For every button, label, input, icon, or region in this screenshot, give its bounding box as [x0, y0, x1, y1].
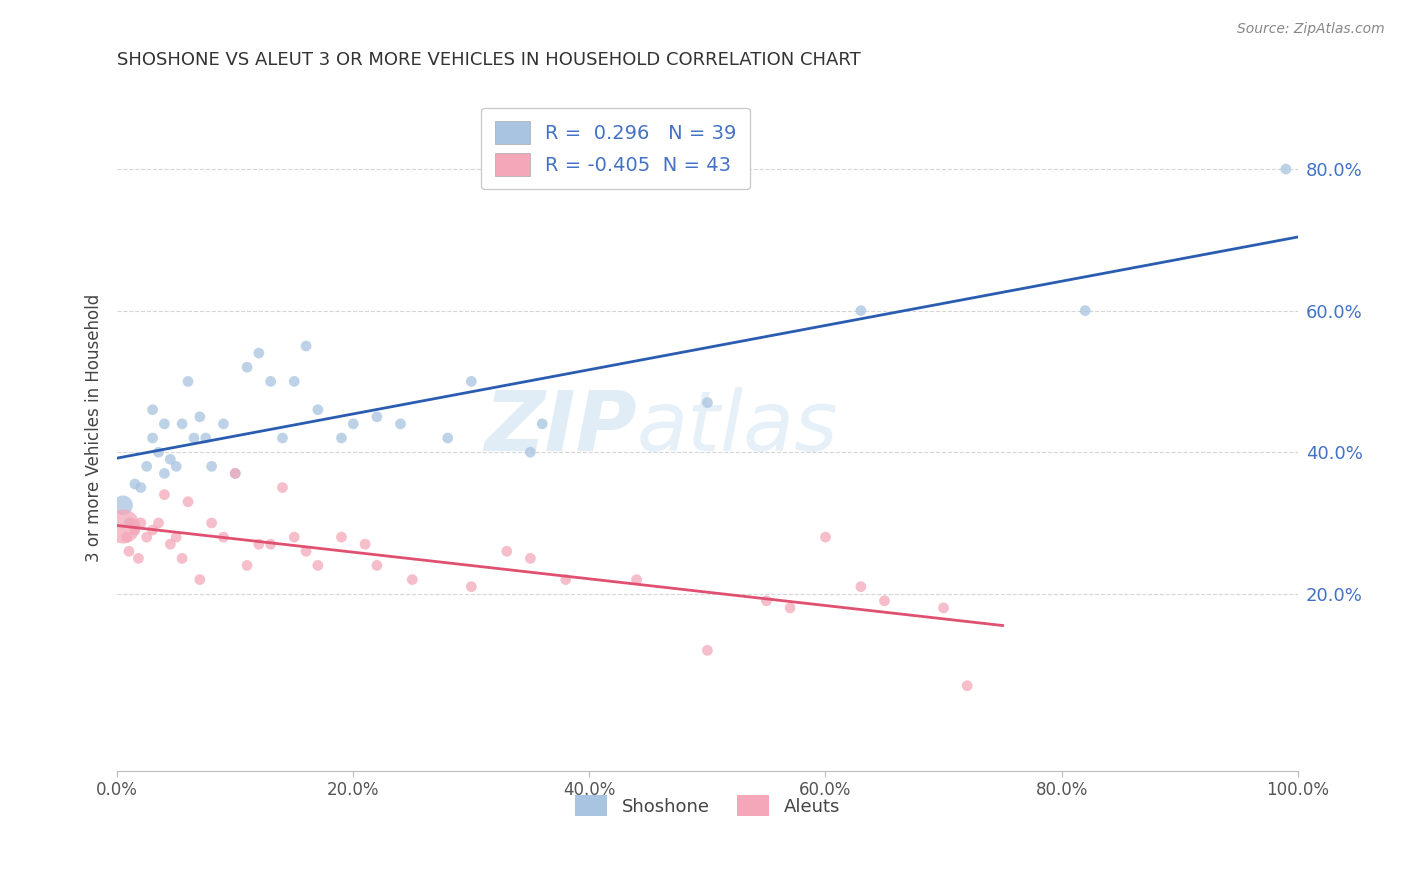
Point: [165, 530, 187, 544]
Point: [271, 481, 294, 495]
Point: [956, 679, 979, 693]
Point: [259, 537, 281, 551]
Point: [849, 580, 872, 594]
Point: [172, 417, 194, 431]
Point: [153, 467, 176, 481]
Point: [849, 303, 872, 318]
Point: [814, 530, 837, 544]
Point: [495, 544, 517, 558]
Point: [1074, 303, 1097, 318]
Point: [436, 431, 458, 445]
Point: [142, 431, 165, 445]
Point: [212, 530, 235, 544]
Point: [159, 537, 181, 551]
Point: [224, 467, 246, 481]
Point: [342, 417, 364, 431]
Point: [401, 573, 423, 587]
Text: Source: ZipAtlas.com: Source: ZipAtlas.com: [1237, 22, 1385, 37]
Point: [201, 459, 224, 474]
Point: [159, 452, 181, 467]
Point: [389, 417, 412, 431]
Point: [554, 573, 576, 587]
Point: [120, 516, 142, 530]
Point: [519, 551, 541, 566]
Point: [129, 516, 152, 530]
Point: [247, 346, 270, 360]
Point: [271, 431, 294, 445]
Point: [224, 467, 246, 481]
Point: [172, 551, 194, 566]
Point: [118, 544, 141, 558]
Point: [307, 558, 329, 573]
Point: [354, 537, 377, 551]
Point: [148, 445, 170, 459]
Point: [755, 594, 778, 608]
Point: [460, 580, 482, 594]
Point: [124, 477, 146, 491]
Point: [165, 459, 187, 474]
Point: [330, 431, 353, 445]
Point: [236, 558, 259, 573]
Point: [259, 375, 281, 389]
Point: [188, 573, 211, 587]
Point: [519, 445, 541, 459]
Point: [118, 516, 141, 530]
Point: [460, 375, 482, 389]
Point: [873, 594, 896, 608]
Point: [531, 417, 554, 431]
Point: [124, 523, 146, 537]
Point: [283, 530, 305, 544]
Y-axis label: 3 or more Vehicles in Household: 3 or more Vehicles in Household: [86, 293, 103, 562]
Point: [212, 417, 235, 431]
Point: [1275, 162, 1298, 177]
Point: [779, 600, 801, 615]
Point: [188, 409, 211, 424]
Point: [115, 530, 138, 544]
Point: [366, 558, 388, 573]
Point: [177, 375, 200, 389]
Point: [183, 431, 205, 445]
Point: [366, 409, 388, 424]
Legend: Shoshone, Aleuts: Shoshone, Aleuts: [568, 789, 848, 823]
Point: [112, 498, 135, 512]
Point: [153, 417, 176, 431]
Point: [295, 544, 318, 558]
Point: [626, 573, 648, 587]
Point: [236, 360, 259, 375]
Point: [307, 402, 329, 417]
Text: atlas: atlas: [637, 387, 838, 468]
Point: [283, 375, 305, 389]
Point: [148, 516, 170, 530]
Point: [142, 523, 165, 537]
Point: [330, 530, 353, 544]
Point: [129, 481, 152, 495]
Point: [112, 519, 135, 533]
Point: [247, 537, 270, 551]
Point: [153, 488, 176, 502]
Text: ZIP: ZIP: [484, 387, 637, 468]
Point: [194, 431, 217, 445]
Point: [201, 516, 224, 530]
Point: [696, 643, 718, 657]
Point: [295, 339, 318, 353]
Point: [135, 459, 157, 474]
Point: [135, 530, 157, 544]
Text: SHOSHONE VS ALEUT 3 OR MORE VEHICLES IN HOUSEHOLD CORRELATION CHART: SHOSHONE VS ALEUT 3 OR MORE VEHICLES IN …: [117, 51, 860, 69]
Point: [142, 402, 165, 417]
Point: [177, 494, 200, 508]
Point: [127, 551, 149, 566]
Point: [932, 600, 955, 615]
Point: [696, 395, 718, 409]
